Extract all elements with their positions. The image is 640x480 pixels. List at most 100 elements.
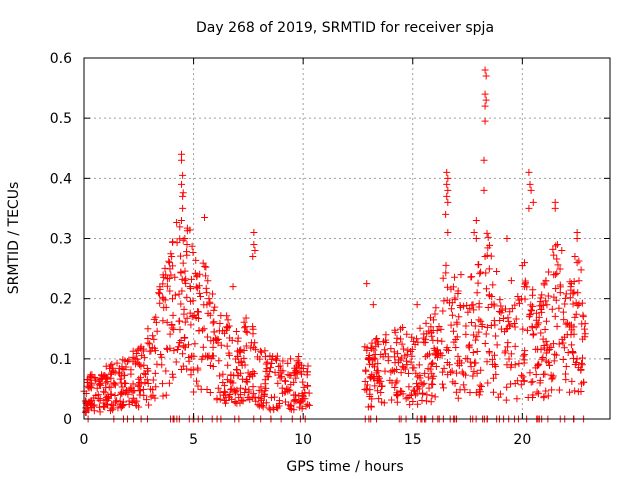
data-point	[195, 308, 203, 316]
data-point	[521, 347, 529, 355]
data-point	[261, 347, 269, 355]
data-point	[444, 186, 452, 194]
data-point	[117, 402, 125, 410]
x-tick-label: 5	[189, 432, 198, 448]
data-point	[290, 397, 298, 405]
data-point	[227, 371, 235, 379]
data-point	[551, 204, 559, 212]
data-point	[258, 388, 266, 396]
data-point	[393, 339, 401, 347]
data-point	[86, 400, 94, 408]
data-point	[475, 316, 483, 324]
data-point	[113, 359, 121, 367]
data-point	[160, 304, 168, 312]
data-point	[95, 381, 103, 389]
data-point	[496, 296, 504, 304]
data-point	[140, 369, 148, 377]
data-point	[240, 354, 248, 362]
data-point	[249, 372, 257, 380]
data-point	[262, 353, 270, 361]
data-point	[233, 399, 241, 407]
data-point	[428, 392, 436, 400]
data-point	[228, 336, 236, 344]
data-point	[202, 263, 210, 271]
data-point	[578, 359, 586, 367]
y-tick-label: 0.3	[50, 232, 72, 248]
data-point	[377, 389, 385, 397]
data-point	[533, 309, 541, 317]
data-point	[482, 269, 490, 277]
data-point	[476, 270, 484, 278]
data-point	[101, 373, 109, 381]
data-point	[230, 386, 238, 394]
data-point	[553, 269, 561, 277]
data-point	[494, 393, 502, 401]
data-point	[493, 341, 501, 349]
data-point	[381, 346, 389, 354]
data-point	[183, 227, 191, 235]
data-point	[553, 322, 561, 330]
data-point	[544, 292, 552, 300]
data-point	[245, 388, 253, 396]
data-point	[367, 374, 375, 382]
data-point	[155, 289, 163, 297]
data-point	[267, 364, 275, 372]
data-point	[223, 376, 231, 384]
data-point	[262, 360, 270, 368]
data-point	[250, 241, 258, 249]
data-point	[212, 334, 220, 342]
data-point	[476, 388, 484, 396]
data-point	[407, 358, 415, 366]
data-point	[263, 358, 271, 366]
data-point	[468, 319, 476, 327]
data-point	[276, 374, 284, 382]
data-point	[454, 287, 462, 295]
data-point	[183, 314, 191, 322]
data-point	[161, 264, 169, 272]
data-point	[443, 344, 451, 352]
data-point	[134, 359, 142, 367]
data-point	[181, 318, 189, 326]
data-point	[137, 374, 145, 382]
data-point	[149, 391, 157, 399]
x-axis-title: GPS time / hours	[286, 459, 403, 475]
data-point	[209, 363, 217, 371]
data-point	[548, 375, 556, 383]
data-point	[101, 388, 109, 396]
data-point	[471, 359, 479, 367]
data-point	[550, 293, 558, 301]
data-point	[513, 395, 521, 403]
data-point	[284, 371, 292, 379]
data-point	[102, 395, 110, 403]
data-point	[130, 387, 138, 395]
data-point	[460, 381, 468, 389]
data-point	[136, 387, 144, 395]
data-point	[472, 235, 480, 242]
data-point	[481, 253, 489, 261]
data-point	[455, 313, 463, 321]
data-point	[454, 394, 462, 402]
data-point	[268, 359, 276, 367]
data-point	[419, 381, 427, 389]
data-point	[573, 235, 581, 242]
data-point	[538, 291, 546, 299]
data-point	[545, 268, 553, 276]
data-point	[476, 381, 484, 389]
data-point	[374, 360, 382, 368]
data-point	[400, 364, 408, 372]
data-point	[392, 391, 400, 399]
data-point	[139, 385, 147, 393]
data-point	[480, 156, 488, 164]
data-point	[492, 332, 500, 340]
data-point	[95, 378, 103, 386]
data-point	[163, 345, 171, 353]
data-point	[574, 388, 582, 396]
data-point	[275, 371, 283, 379]
data-point	[422, 397, 430, 405]
data-point	[159, 271, 167, 279]
data-point	[534, 362, 542, 370]
y-tick-label: 0.4	[50, 171, 72, 187]
data-point	[483, 229, 491, 237]
data-point	[394, 392, 402, 400]
data-point	[232, 387, 240, 395]
